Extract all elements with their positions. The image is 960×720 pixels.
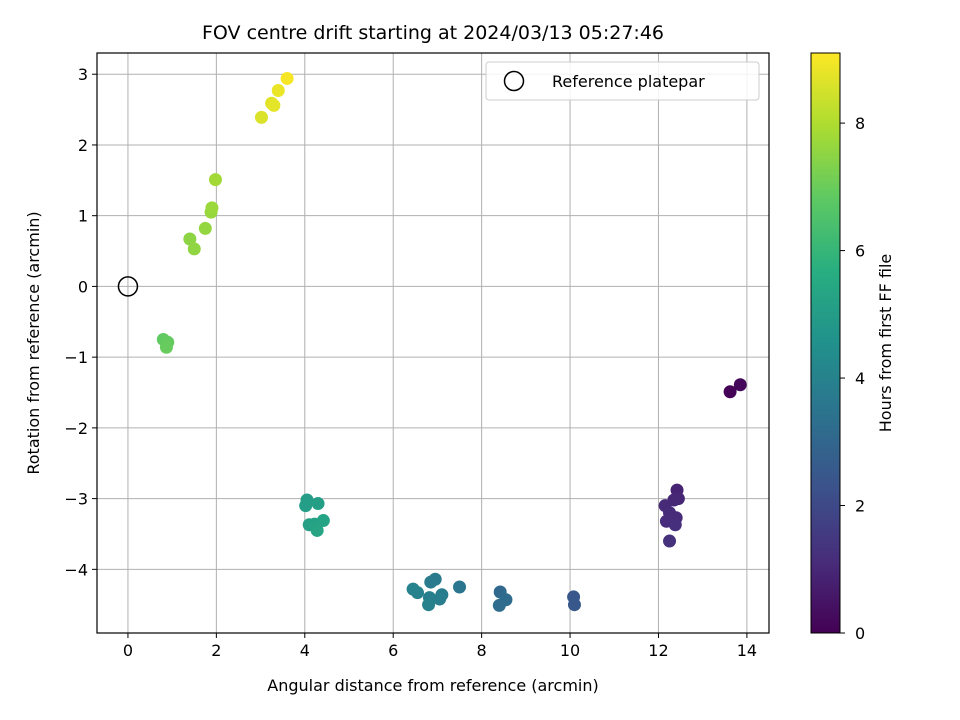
data-point: [411, 586, 425, 600]
x-tick-label: 10: [560, 641, 580, 660]
x-tick-label: 2: [211, 641, 221, 660]
data-point: [424, 575, 438, 589]
y-tick-label: −2: [64, 419, 88, 438]
x-tick-label: 14: [737, 641, 757, 660]
data-point: [280, 71, 294, 85]
y-axis-label: Rotation from reference (arcmin): [24, 211, 43, 474]
reference-point-marker: [117, 276, 139, 297]
y-tick-label: −1: [64, 348, 88, 367]
reference-marker: [117, 276, 139, 297]
legend-box: [485, 61, 760, 101]
x-tick-label: 0: [123, 641, 133, 660]
y-tick-label: −4: [64, 560, 88, 579]
data-points: [156, 71, 747, 612]
colorbar-tick-label: 2: [855, 497, 865, 516]
y-tick-label: −3: [64, 490, 88, 509]
data-point: [208, 173, 222, 187]
data-point: [299, 499, 313, 513]
colorbar-ticks: 0 2 4 6 8: [840, 114, 865, 643]
data-point: [453, 580, 467, 594]
data-point: [422, 598, 436, 612]
data-point: [310, 523, 324, 537]
colorbar-label: Hours from first FF file: [876, 254, 895, 433]
data-point: [433, 592, 447, 606]
data-point: [183, 232, 197, 246]
x-tick-label: 8: [477, 641, 487, 660]
x-tick-label: 6: [388, 641, 398, 660]
colorbar-gradient: [810, 52, 841, 634]
data-point: [187, 242, 201, 256]
data-point: [254, 110, 268, 124]
x-ticks: 0 2 4 6 8 10 12 14: [123, 633, 757, 660]
y-tick-label: 2: [78, 136, 88, 155]
legend-open-circle-icon: [503, 70, 525, 92]
y-tick-label: 0: [78, 277, 88, 296]
colorbar-tick-label: 8: [855, 114, 865, 133]
data-point: [316, 514, 330, 528]
data-point: [668, 518, 682, 532]
legend: Reference platepar: [485, 61, 760, 101]
colorbar-tick-label: 6: [855, 242, 865, 261]
colorbar-tick-label: 4: [855, 369, 865, 388]
x-axis-label: Angular distance from reference (arcmin): [267, 676, 598, 695]
legend-entry-label: Reference platepar: [552, 72, 705, 91]
data-point: [733, 378, 747, 392]
y-tick-label: 1: [78, 207, 88, 226]
data-point: [311, 497, 325, 511]
data-point: [663, 534, 677, 548]
data-point: [271, 83, 285, 97]
data-point: [567, 598, 581, 612]
y-ticks: 3 2 1 0 −1 −2 −3 −4: [64, 65, 97, 579]
plot-frame: [96, 52, 770, 634]
data-point: [267, 98, 281, 112]
data-point: [205, 201, 219, 215]
x-tick-label: 4: [300, 641, 310, 660]
y-tick-label: 3: [78, 65, 88, 84]
x-tick-label: 12: [648, 641, 668, 660]
data-point: [198, 221, 212, 235]
data-point: [159, 340, 173, 354]
data-point: [723, 385, 737, 399]
chart-title: FOV centre drift starting at 2024/03/13 …: [202, 22, 664, 44]
colorbar-tick-label: 0: [855, 624, 865, 643]
colorbar: 0 2 4 6 8 Hours from first FF file: [810, 52, 895, 643]
data-point: [492, 598, 506, 612]
